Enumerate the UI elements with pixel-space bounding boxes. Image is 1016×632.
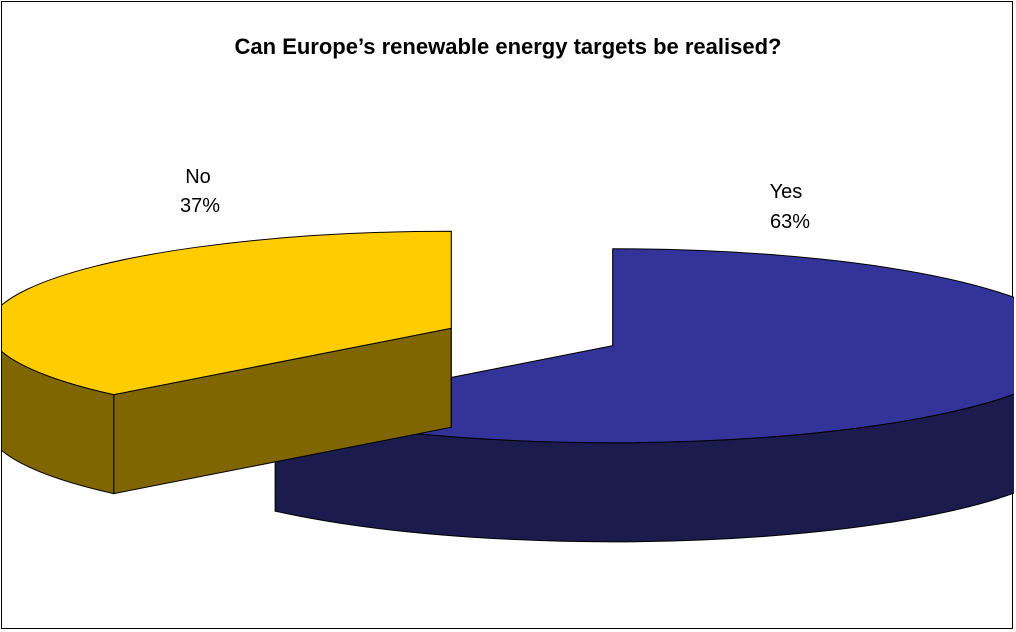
slice-label-yes-percent: 63% — [770, 211, 810, 233]
chart-title: Can Europe’s renewable energy targets be… — [234, 34, 782, 59]
slice-label-no-percent: 37% — [180, 195, 220, 217]
slice-label-yes-name: Yes — [770, 181, 803, 203]
slice-label-no-name: No — [185, 166, 211, 188]
pie-slice-no-top — [2, 230, 452, 396]
pie-slice-yes-top — [275, 248, 1014, 444]
pie-slice-no — [2, 230, 452, 495]
